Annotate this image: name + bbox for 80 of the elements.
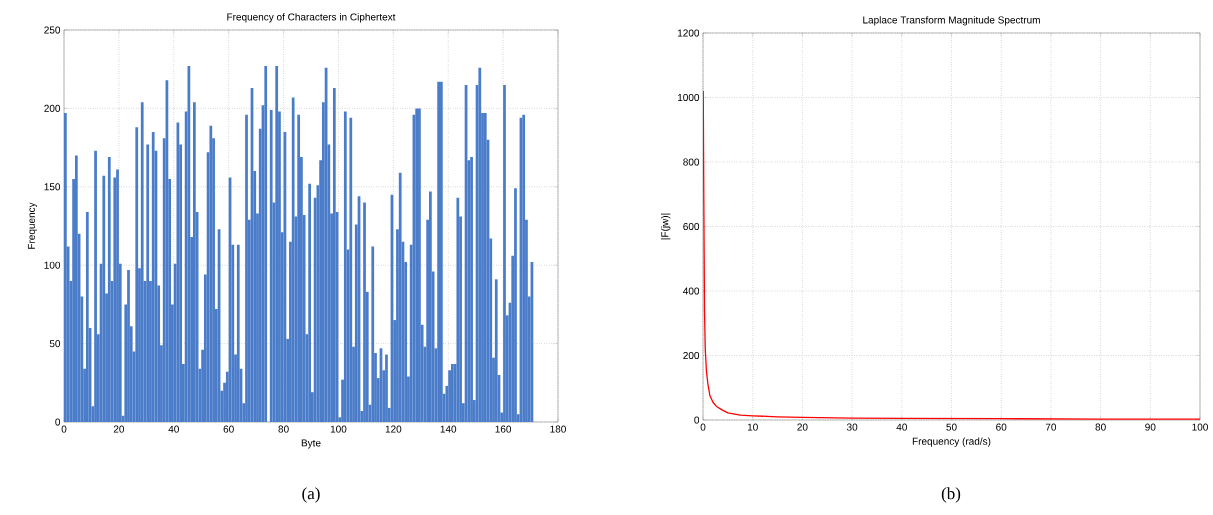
bar — [363, 202, 366, 422]
x-tick-label: 80 — [278, 425, 289, 433]
chart-title: Laplace Transform Magnitude Spectrum — [863, 16, 1040, 26]
x-tick-label: 0 — [61, 425, 67, 433]
x-tick-label: 40 — [896, 423, 907, 431]
y-tick-label: 100 — [44, 261, 61, 269]
x-tick-label: 60 — [996, 423, 1007, 431]
bar — [146, 144, 150, 422]
x-tick-label: 30 — [846, 423, 858, 431]
bar — [107, 157, 111, 422]
bar — [371, 246, 375, 422]
bar — [470, 157, 473, 422]
x-tick-label: 50 — [946, 423, 957, 431]
y-tick-label: 1200 — [678, 29, 700, 37]
bar — [343, 111, 347, 422]
x-tick-label: 100 — [330, 425, 347, 433]
y-tick-label: 200 — [44, 104, 61, 112]
y-tick-label: 250 — [44, 26, 61, 34]
bar — [74, 155, 78, 422]
x-tick-label: 140 — [440, 425, 457, 433]
x-tick-label: 20 — [113, 425, 125, 433]
bar — [275, 66, 279, 422]
bar — [437, 81, 440, 422]
bar — [127, 269, 130, 422]
text: (b) — [941, 487, 961, 503]
bar — [503, 84, 506, 422]
bar — [94, 150, 97, 422]
bar — [140, 102, 144, 422]
x-tick-label: 180 — [550, 425, 566, 433]
y-tick-label: 0 — [694, 416, 700, 424]
bar — [494, 279, 498, 422]
x-axis-title: Frequency (rad/s) — [912, 437, 991, 447]
x-tick-label: 10 — [747, 423, 758, 431]
y-tick-label: 400 — [683, 287, 700, 295]
bar — [349, 117, 353, 422]
chart-title: Frequency of Characters in Ciphertext — [227, 13, 396, 23]
bar — [429, 191, 432, 422]
bar — [116, 169, 119, 422]
bar — [439, 81, 443, 422]
bar — [514, 188, 517, 422]
y-tick-label: 50 — [49, 340, 61, 348]
y-tick-label: 0 — [55, 418, 61, 426]
y-tick-label: 1000 — [678, 93, 700, 102]
x-tick-label: 160 — [495, 425, 512, 433]
bar — [192, 102, 196, 422]
x-axis-title: Byte — [301, 439, 321, 449]
bar — [135, 127, 139, 422]
y-axis-title: Frequency — [27, 202, 37, 249]
x-tick-label: 90 — [1145, 423, 1156, 431]
text: (a) — [302, 487, 320, 503]
x-tick-label: 20 — [797, 423, 808, 431]
x-tick-label: 80 — [1095, 423, 1106, 431]
x-tick-label: 70 — [1045, 423, 1057, 431]
bar — [385, 354, 388, 422]
bar — [245, 114, 248, 422]
x-tick-label: 0 — [700, 423, 706, 431]
bar — [308, 183, 311, 422]
bar — [151, 131, 155, 422]
x-tick-label: 100 — [1192, 423, 1208, 431]
bar — [398, 172, 402, 422]
bar — [102, 175, 106, 422]
y-axis-title: |F(jw)| — [661, 213, 671, 240]
bar — [291, 97, 295, 422]
bar — [269, 109, 273, 422]
bar — [297, 114, 301, 422]
bar — [418, 108, 421, 422]
y-tick-label: 150 — [44, 183, 61, 191]
y-tick-label: 800 — [683, 158, 700, 166]
x-tick-label: 60 — [223, 425, 234, 433]
y-tick-label: 200 — [683, 351, 700, 360]
bar — [456, 197, 460, 422]
bar — [85, 211, 89, 422]
bar — [236, 244, 240, 422]
bar — [332, 88, 336, 422]
y-tick-label: 600 — [683, 222, 700, 231]
bar — [415, 108, 419, 422]
bar — [209, 125, 213, 422]
bar — [264, 66, 268, 422]
x-tick-label: 40 — [168, 425, 179, 433]
x-tick-label: 120 — [385, 425, 402, 433]
